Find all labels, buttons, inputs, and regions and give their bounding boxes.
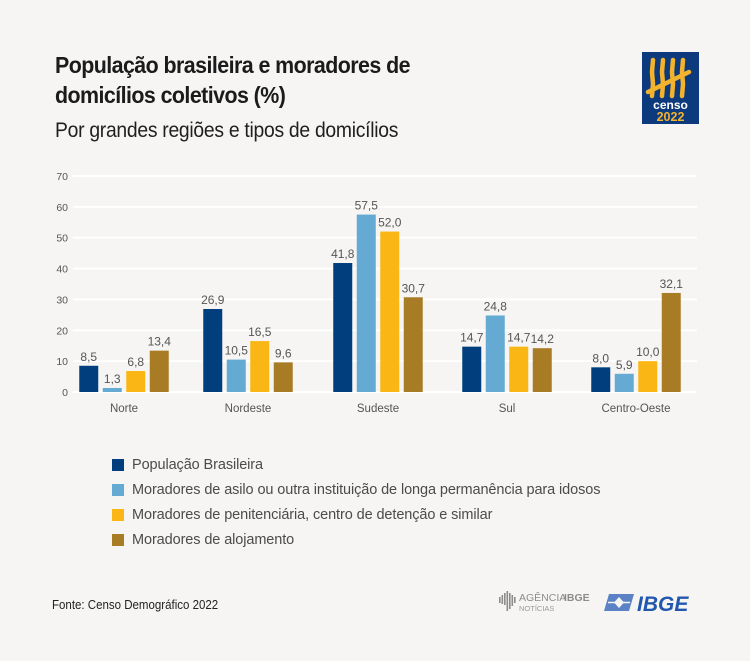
data-label: 8,5 — [80, 350, 97, 364]
chart-legend: População Brasileira Moradores de asilo o… — [112, 452, 600, 552]
legend-label: População Brasileira — [132, 456, 263, 473]
data-label: 13,4 — [148, 335, 172, 349]
legend-swatch — [112, 483, 124, 496]
bar — [273, 362, 293, 392]
bar — [203, 308, 223, 392]
bar — [661, 292, 681, 392]
bar — [126, 371, 146, 392]
y-tick-label: 0 — [62, 387, 68, 399]
legend-label: Moradores de asilo ou outra instituição … — [132, 481, 601, 498]
source-note: Fonte: Censo Demográfico 2022 — [52, 598, 219, 612]
bar — [462, 346, 482, 392]
agencia-ibge-icon: AGÊNCIA IBGE NOTÍCIAS — [499, 591, 590, 613]
chart-subtitle: Por grandes regiões e tipos de domicílio… — [55, 119, 399, 142]
y-tick-label: 60 — [56, 202, 68, 214]
noticias-text: NOTÍCIAS — [519, 604, 554, 613]
bar — [532, 348, 552, 392]
legend-item: População Brasileira — [112, 452, 600, 477]
data-label: 52,0 — [378, 216, 402, 230]
data-label: 8,0 — [592, 351, 609, 365]
data-label: 6,8 — [127, 355, 144, 369]
legend-swatch — [112, 508, 124, 521]
x-tick-label: Nordeste — [225, 403, 272, 415]
censo-logo-text: censo — [653, 98, 688, 112]
data-label: 14,7 — [460, 331, 484, 345]
data-label: 41,8 — [331, 247, 355, 261]
x-tick-label: Sudeste — [357, 403, 399, 415]
y-tick-label: 20 — [56, 325, 68, 337]
data-label: 14,7 — [507, 331, 531, 345]
x-tick-label: Sul — [499, 403, 516, 415]
ibge-logo: IBGE — [604, 589, 698, 617]
y-tick-label: 30 — [56, 294, 68, 306]
label-layer: 8,5 1,3 6,8 13,4 Norte 26,9 10,5 16,59,6 Nordest… — [80, 199, 683, 415]
data-label: 30,7 — [402, 281, 426, 295]
bar — [333, 263, 353, 392]
legend-swatch — [112, 458, 124, 471]
data-label: 14,2 — [531, 332, 555, 346]
bar — [226, 359, 246, 392]
bar — [356, 214, 376, 392]
y-tick-label: 10 — [56, 356, 68, 368]
bar-layer — [79, 214, 681, 392]
legend-item: Moradores de penitenciária, centro de de… — [112, 502, 600, 527]
agencia-ibge-text: IBGE — [564, 592, 590, 604]
bar — [380, 231, 400, 392]
agencia-ibge-logo: AGÊNCIA IBGE NOTÍCIAS — [498, 590, 598, 616]
bar-chart: 0 10 20 30 40 50 60 70 8,5 1,3 6,8 13,4 Norte 26,9 10… — [56, 171, 697, 415]
legend-item: Moradores de asilo ou outra instituição … — [112, 477, 600, 502]
data-label: 1,3 — [104, 372, 121, 386]
y-tick-label: 40 — [56, 264, 68, 276]
agencia-text: AGÊNCIA — [519, 591, 566, 604]
data-label: 57,5 — [355, 199, 379, 213]
legend-item: Moradores de alojamento — [112, 527, 600, 552]
data-label: 26,9 — [201, 293, 225, 307]
y-tick-label: 50 — [56, 233, 68, 245]
bar — [485, 315, 505, 392]
censo-2022-logo: censo 2022 — [642, 52, 699, 124]
bar — [509, 346, 529, 392]
x-tick-label: Centro-Oeste — [601, 403, 670, 415]
censo-logo-year: 2022 — [657, 110, 685, 124]
bar — [250, 341, 270, 392]
bar — [638, 361, 658, 392]
censo-tally-icon: censo 2022 — [645, 57, 692, 124]
data-label: 9,6 — [275, 346, 292, 360]
x-tick-label: Norte — [110, 403, 138, 415]
ibge-text: IBGE — [637, 593, 689, 616]
bar — [79, 365, 99, 392]
ibge-icon: IBGE — [604, 593, 689, 616]
legend-swatch — [112, 533, 124, 546]
data-label: 10,5 — [225, 344, 249, 358]
data-label: 24,8 — [484, 299, 508, 313]
bar — [149, 350, 169, 392]
bar — [403, 297, 423, 392]
data-label: 5,9 — [616, 358, 633, 372]
legend-label: Moradores de alojamento — [132, 531, 295, 548]
bar — [614, 373, 634, 392]
chart-title: População brasileira e moradores de domi… — [55, 52, 411, 108]
legend-label: Moradores de penitenciária, centro de de… — [132, 506, 493, 523]
data-label: 32,1 — [660, 277, 684, 291]
data-label: 10,0 — [636, 345, 660, 359]
data-label: 16,5 — [248, 325, 272, 339]
bar — [591, 367, 611, 392]
y-tick-label: 70 — [56, 171, 68, 183]
bar — [102, 387, 122, 392]
